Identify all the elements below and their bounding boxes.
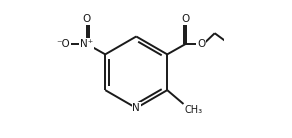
Text: O: O (197, 39, 206, 49)
Text: O: O (82, 14, 91, 24)
Text: N⁺: N⁺ (80, 39, 93, 49)
Text: N: N (132, 103, 140, 113)
Text: ⁻O: ⁻O (57, 39, 70, 49)
Text: O: O (182, 14, 190, 24)
Text: CH₃: CH₃ (184, 105, 202, 115)
